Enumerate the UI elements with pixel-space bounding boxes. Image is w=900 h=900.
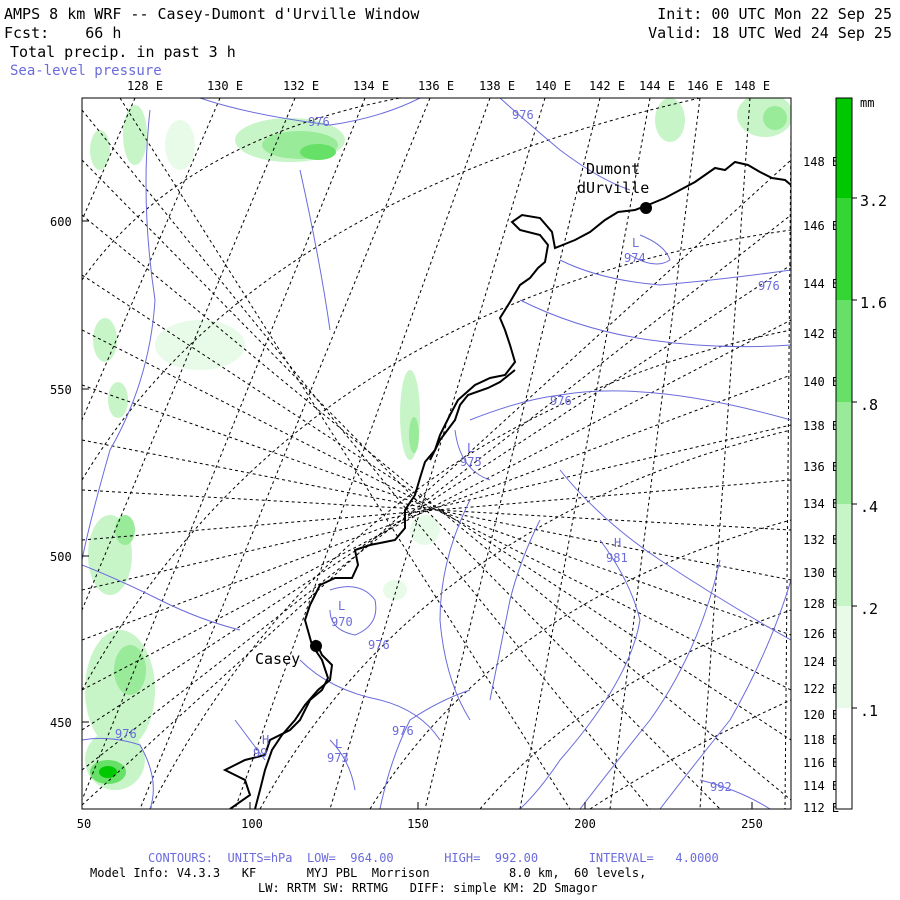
colorbar-swatch	[836, 300, 852, 402]
top-lon-label: 138 E	[479, 79, 515, 93]
pressure-label: 976	[758, 279, 780, 293]
right-lon-label: 116 E	[803, 756, 839, 770]
low-center: L	[335, 737, 342, 751]
pressure-label: 976	[115, 727, 137, 741]
x-tick-label: 150	[407, 817, 429, 831]
pressure-label: 973	[327, 751, 349, 765]
pressure-label: 99	[253, 746, 267, 760]
colorbar-label: .4	[860, 498, 878, 516]
station-label-casey: Casey	[255, 650, 300, 668]
colorbar-label: .2	[860, 600, 878, 618]
field-name: Total precip. in past 3 h	[10, 43, 236, 61]
colorbar-swatch	[836, 504, 852, 606]
station-marker-casey	[310, 640, 322, 652]
top-lon-label: 134 E	[353, 79, 389, 93]
right-lon-label: 126 E	[803, 627, 839, 641]
y-tick-label: 550	[50, 383, 72, 397]
low-center: L	[632, 236, 639, 250]
right-lon-label: 132 E	[803, 533, 839, 547]
colorbar-swatch	[836, 198, 852, 300]
contour-info: CONTOURS: UNITS=hPa LOW= 964.00 HIGH= 99…	[148, 851, 719, 865]
low-center: L	[338, 599, 345, 613]
top-lon-label: 130 E	[207, 79, 243, 93]
right-lon-label: 140 E	[803, 375, 839, 389]
y-tick-label: 450	[50, 716, 72, 730]
graticule	[82, 98, 791, 809]
map-frame	[81, 97, 792, 810]
axis-ticks	[81, 220, 753, 809]
right-lon-label: 134 E	[803, 497, 839, 511]
colorbar-label: .1	[860, 702, 878, 720]
right-lon-label: 144 E	[803, 277, 839, 291]
pressure-label: 976	[368, 638, 390, 652]
x-tick-label: 200	[574, 817, 596, 831]
model-info: Model Info: V4.3.3 KF MYJ PBL Morrison 8…	[90, 866, 647, 880]
right-lon-label: 118 E	[803, 733, 839, 747]
low-center: L	[467, 441, 474, 455]
x-tick-label: 100	[241, 817, 263, 831]
pressure-label: 970	[331, 615, 353, 629]
valid-time: Valid: 18 UTC Wed 24 Sep 25	[648, 24, 892, 42]
x-tick-label: 50	[77, 817, 91, 831]
right-lon-label: 114 E	[803, 779, 839, 793]
colorbar: mm 3.2 1.6 .8 .4 .2 .1	[835, 96, 887, 810]
precip-shading	[85, 98, 791, 790]
right-lon-label: 122 E	[803, 682, 839, 696]
pressure-contours	[82, 98, 791, 809]
forecast-hour: Fcst: 66 h	[4, 24, 122, 42]
x-tick-label: 250	[741, 817, 763, 831]
pressure-label: 976	[392, 724, 414, 738]
right-lon-label: 146 E	[803, 219, 839, 233]
pressure-label: 976	[512, 108, 534, 122]
right-lon-label: 136 E	[803, 460, 839, 474]
right-lon-label: 130 E	[803, 566, 839, 580]
right-lon-label: 148 E	[803, 155, 839, 169]
colorbar-swatch	[836, 606, 852, 708]
coastline	[222, 160, 791, 809]
y-tick-label: 600	[50, 215, 72, 229]
pressure-label: 976	[550, 394, 572, 408]
init-time: Init: 00 UTC Mon 22 Sep 25	[657, 5, 892, 23]
right-lon-label: 112 E	[803, 801, 839, 815]
top-lon-label: 142 E	[589, 79, 625, 93]
pressure-label-group: 976 976 974 976 976 975 981 970 976 976 …	[115, 108, 780, 794]
high-center: H	[262, 733, 269, 747]
overlay-name: Sea-level pressure	[10, 63, 162, 79]
top-lon-label: 148 E	[734, 79, 770, 93]
colorbar-swatch	[836, 402, 852, 504]
pressure-label: 992	[710, 780, 732, 794]
pressure-label: 976	[308, 115, 330, 129]
right-lon-label: 120 E	[803, 708, 839, 722]
map-title: AMPS 8 km WRF -- Casey-Dumont d'Urville …	[4, 5, 420, 23]
right-lon-label: 128 E	[803, 597, 839, 611]
top-lon-label: 140 E	[535, 79, 571, 93]
top-lon-label: 128 E	[127, 79, 163, 93]
station-label-dumont: Dumont	[586, 160, 640, 178]
pressure-label: 975	[460, 455, 482, 469]
station-marker-dumont	[640, 202, 652, 214]
right-lon-label: 142 E	[803, 327, 839, 341]
colorbar-label: 3.2	[860, 192, 887, 210]
top-lon-label: 144 E	[639, 79, 675, 93]
right-lon-label: 124 E	[803, 655, 839, 669]
high-center: H	[614, 536, 621, 550]
top-lon-label: 132 E	[283, 79, 319, 93]
pressure-label: 974	[624, 251, 646, 265]
top-lon-label: 146 E	[687, 79, 723, 93]
station-label-dumont-2: dUrville	[577, 179, 649, 197]
colorbar-swatch	[836, 708, 852, 809]
colorbar-swatch	[836, 98, 852, 198]
colorbar-label: 1.6	[860, 294, 887, 312]
colorbar-label: .8	[860, 396, 878, 414]
top-lon-label: 136 E	[418, 79, 454, 93]
physics-info: LW: RRTM SW: RRTMG DIFF: simple KM: 2D S…	[258, 881, 598, 895]
y-tick-label: 500	[50, 550, 72, 564]
pressure-label: 981	[606, 551, 628, 565]
right-lon-label: 138 E	[803, 419, 839, 433]
colorbar-unit: mm	[860, 96, 874, 110]
map-panel	[82, 98, 791, 809]
